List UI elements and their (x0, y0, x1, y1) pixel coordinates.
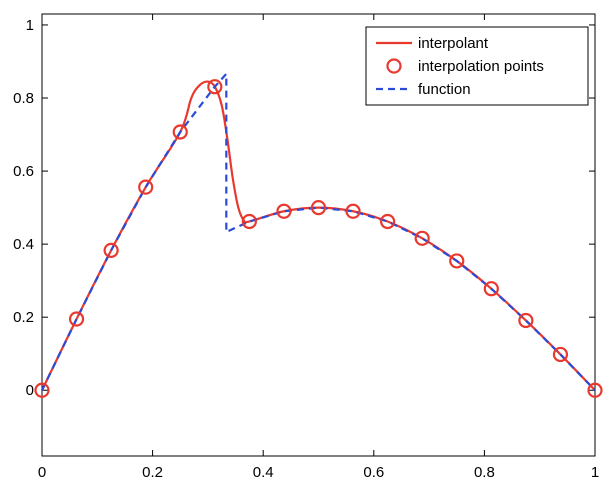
legend-label-interpolation-points: interpolation points (418, 58, 544, 75)
interpolation-point (172, 124, 188, 140)
y-axis: 0 0.2 0.4 0.6 0.8 1 (13, 17, 595, 399)
series-layer (34, 71, 603, 398)
x-tick-label: 0.4 (253, 464, 274, 481)
y-tick-label: 0.4 (13, 236, 34, 253)
legend: interpolant interpolation points functio… (365, 26, 589, 106)
interpolation-point (483, 281, 499, 297)
interpolation-point (241, 213, 257, 230)
x-tick-label: 0 (38, 464, 46, 481)
interpolation-point (345, 203, 361, 219)
interpolation-point (587, 382, 603, 398)
y-tick-label: 0.8 (13, 90, 34, 107)
interpolation-point (414, 230, 430, 246)
x-axis: 0 0.2 0.4 0.6 0.8 1 (38, 14, 599, 481)
interpolation-point (449, 253, 465, 269)
interpolation-point (552, 346, 569, 363)
interpolation-point (68, 311, 85, 327)
x-tick-label: 1 (591, 464, 599, 481)
interpolation-point (380, 213, 396, 230)
y-tick-label: 1 (26, 17, 34, 34)
interpolation-point (34, 382, 50, 398)
y-tick-label: 0 (26, 382, 34, 399)
interpolation-point (138, 179, 154, 195)
legend-label-function: function (418, 81, 471, 98)
interpolation-point (207, 79, 223, 95)
legend-interpolation-points-marker-icon (386, 58, 402, 74)
x-tick-label: 0.2 (142, 464, 163, 481)
interpolation-point (518, 312, 534, 329)
legend-label-interpolant: interpolant (418, 35, 489, 52)
y-tick-label: 0.6 (13, 163, 34, 180)
interpolation-point (310, 200, 327, 216)
interpolation-point (276, 203, 292, 219)
interpolation-point (103, 242, 119, 258)
y-tick-label: 0.2 (13, 309, 34, 326)
x-tick-label: 0.6 (363, 464, 384, 481)
x-tick-label: 0.8 (474, 464, 495, 481)
legend-box (365, 26, 589, 106)
